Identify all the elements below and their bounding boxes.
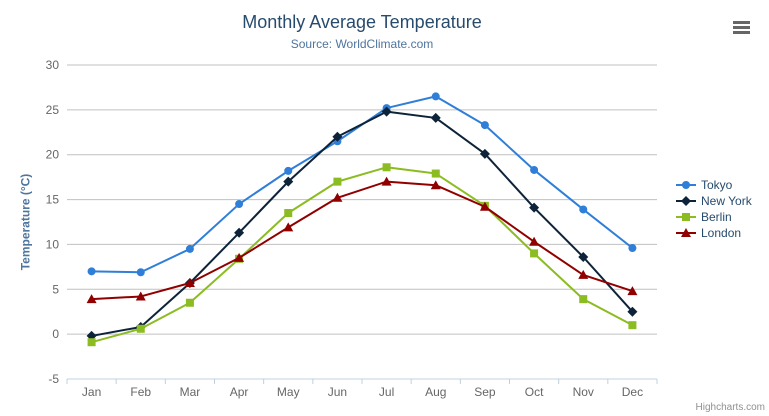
hamburger-bar [733,21,750,24]
data-point-marker[interactable] [185,298,194,307]
data-point-marker[interactable] [578,251,589,262]
x-axis-label: Dec [622,385,643,399]
hamburger-bar [733,26,750,29]
y-axis-label: -5 [48,372,59,386]
y-axis-label: 15 [46,193,60,207]
y-axis-label: 30 [46,58,60,72]
data-point-marker[interactable] [87,338,96,347]
data-point-marker[interactable] [381,106,392,117]
data-point-marker[interactable] [627,306,638,317]
y-axis-label: 5 [52,282,59,296]
data-point-marker[interactable] [283,222,294,232]
x-axis-label: Jun [328,385,347,399]
chart-subtitle: Source: WorldClimate.com [290,37,434,51]
legend-item-new-york[interactable]: New York [676,193,752,209]
data-point-marker[interactable] [184,278,195,288]
series-line-london [90,180,634,301]
data-point-marker[interactable] [382,163,391,172]
x-axis-label: Feb [130,385,151,399]
legend-label: Tokyo [701,178,733,192]
data-point-marker[interactable] [381,176,392,186]
credits-link[interactable]: Highcharts.com [695,402,765,413]
hamburger-bar [733,31,750,34]
data-point-marker[interactable] [234,252,245,262]
chart-title: Monthly Average Temperature [242,12,482,32]
data-point-marker[interactable] [283,176,294,187]
data-point-marker[interactable] [86,294,97,304]
data-point-marker[interactable] [479,201,490,211]
data-point-marker[interactable] [431,92,440,101]
data-point-marker[interactable] [430,180,441,190]
data-point-marker[interactable] [628,244,637,253]
y-axis-label: 20 [46,148,60,162]
circle-legend-marker-icon [676,181,696,189]
legend-item-london[interactable]: London [676,225,752,241]
legend-item-berlin[interactable]: Berlin [676,209,752,225]
data-point-marker[interactable] [628,321,637,330]
y-axis-label: 10 [46,237,60,251]
data-point-marker[interactable] [627,286,638,296]
data-point-marker[interactable] [333,177,342,186]
x-axis-label: May [277,385,300,399]
x-axis-label: Jul [379,385,394,399]
series-line-tokyo [90,95,634,274]
x-axis-label: Jan [82,385,101,399]
triangle-legend-marker-icon [676,228,696,237]
y-axis-label: 25 [46,103,60,117]
y-axis-label: 0 [52,327,59,341]
data-point-marker[interactable] [579,295,588,304]
legend-label: Berlin [701,210,732,224]
data-point-marker[interactable] [135,291,146,301]
data-point-marker[interactable] [284,166,293,175]
x-axis-label: Mar [180,385,201,399]
data-point-marker[interactable] [136,268,145,277]
data-point-marker[interactable] [480,121,489,130]
data-point-marker[interactable] [185,244,194,253]
data-point-marker[interactable] [530,165,539,174]
series-line-new-york [90,110,634,337]
data-point-marker[interactable] [579,205,588,214]
diamond-legend-marker-icon [676,196,696,206]
data-point-marker[interactable] [529,236,540,246]
data-point-marker[interactable] [431,169,440,178]
legend-item-tokyo[interactable]: Tokyo [676,177,752,193]
x-axis-label: Nov [573,385,594,399]
x-axis-label: Apr [230,385,249,399]
legend-label: London [701,226,742,240]
data-point-marker[interactable] [234,227,245,238]
data-point-marker[interactable] [529,202,540,213]
x-axis-label: Sep [474,385,496,399]
hamburger-icon[interactable] [733,21,750,34]
data-point-marker[interactable] [530,249,539,258]
data-point-marker[interactable] [479,148,490,159]
data-point-marker[interactable] [430,112,441,123]
data-point-marker[interactable] [578,269,589,279]
data-point-marker[interactable] [87,267,96,276]
data-point-marker[interactable] [332,131,343,142]
data-point-marker[interactable] [235,200,244,209]
data-point-marker[interactable] [136,324,145,333]
legend: Tokyo New York Berlin London [676,177,752,241]
x-axis-label: Aug [425,385,446,399]
x-axis-label: Oct [525,385,544,399]
data-point-marker[interactable] [332,192,343,202]
square-legend-marker-icon [676,213,696,221]
legend-label: New York [701,194,752,208]
data-point-marker[interactable] [284,209,293,218]
series-line-berlin [90,166,634,344]
